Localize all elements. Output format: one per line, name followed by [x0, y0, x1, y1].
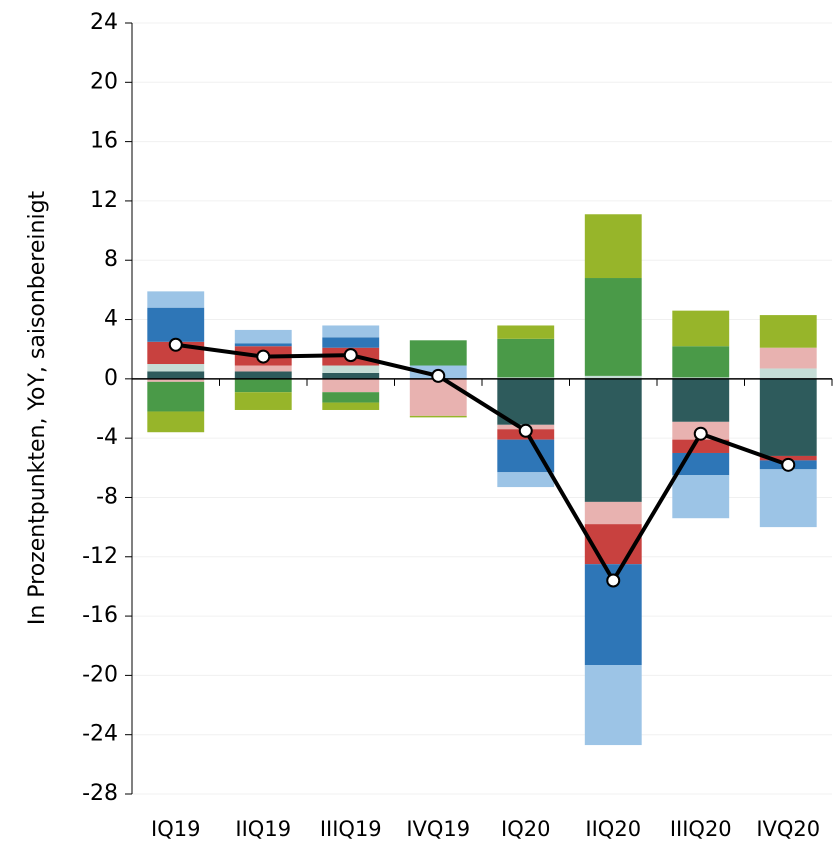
- bar-segment: [584, 378, 642, 502]
- x-tick-label: IQ20: [501, 817, 550, 841]
- bar-segment: [672, 439, 730, 453]
- bar-segment: [409, 415, 467, 418]
- line-point: [781, 457, 796, 472]
- line-point: [256, 349, 271, 364]
- bar-segment: [584, 278, 642, 376]
- bar-segment: [234, 329, 292, 344]
- bar-segment: [234, 392, 292, 410]
- bar-segment: [759, 469, 817, 528]
- x-tick-label: IVQ20: [756, 817, 820, 841]
- bar-segment: [497, 325, 555, 339]
- bar-segment: [759, 315, 817, 348]
- x-tick-label: IIIQ19: [320, 817, 382, 841]
- y-tick-label: 12: [90, 188, 118, 213]
- bar-segment: [672, 346, 730, 378]
- y-tick-label: -8: [96, 484, 118, 509]
- bar-segment: [672, 310, 730, 347]
- line-point: [518, 423, 533, 438]
- y-tick-label: -12: [82, 544, 118, 569]
- y-tick-label: -24: [82, 722, 118, 747]
- bar-segment: [759, 378, 817, 456]
- y-tick-label: -20: [82, 662, 118, 687]
- line: [175, 342, 789, 585]
- bar-segment: [759, 368, 817, 379]
- bar-segment: [322, 337, 380, 348]
- bar-segment: [584, 214, 642, 279]
- bar-segment: [234, 378, 292, 393]
- y-tick-label: -4: [96, 425, 118, 450]
- bar-segment: [759, 347, 817, 369]
- bar-segment: [147, 411, 205, 433]
- line-point: [168, 337, 183, 352]
- x-tick-label: IVQ19: [406, 817, 470, 841]
- bar-segment: [322, 372, 380, 379]
- bar-segment: [234, 343, 292, 347]
- bar-segment: [672, 378, 730, 422]
- bar-segment: [409, 340, 467, 366]
- y-tick-label: 24: [90, 10, 118, 35]
- bar-segment: [322, 378, 380, 393]
- bar-segment: [497, 338, 555, 378]
- line-point: [693, 426, 708, 441]
- bar-segment: [147, 371, 205, 379]
- bar-segment: [584, 375, 642, 379]
- bar-segment: [409, 378, 467, 416]
- bar-segment: [322, 365, 380, 373]
- bar-segment: [584, 501, 642, 525]
- bar-segment: [322, 392, 380, 403]
- y-tick-label: 16: [90, 129, 118, 154]
- line-point: [431, 368, 446, 383]
- y-tick-label: 4: [104, 307, 118, 332]
- y-tick-label: -16: [82, 603, 118, 628]
- bar-segment: [584, 665, 642, 746]
- x-tick-label: IIQ20: [585, 817, 641, 841]
- bar-segment: [147, 307, 205, 342]
- y-tick-label: 8: [104, 247, 118, 272]
- bar-segment: [147, 364, 205, 372]
- y-tick-label: -28: [82, 781, 118, 806]
- x-tick-label: IQ19: [151, 817, 200, 841]
- bar-segment: [234, 371, 292, 379]
- x-tick-label: IIIQ20: [670, 817, 732, 841]
- bar-segment: [147, 291, 205, 308]
- bar-segment: [234, 365, 292, 372]
- bar-segment: [322, 325, 380, 338]
- bar-segment: [147, 378, 205, 382]
- x-tick-label: IIQ19: [235, 817, 291, 841]
- y-tick-label: 0: [104, 366, 118, 391]
- y-tick-label: 20: [90, 69, 118, 94]
- bar-segment: [322, 402, 380, 410]
- bar-segment: [497, 472, 555, 488]
- bar-segment: [147, 381, 205, 412]
- y-axis-label: In Prozentpunkten, YoY, saisonbereinigt: [25, 190, 50, 625]
- bar-segment: [672, 475, 730, 519]
- line-point: [343, 348, 358, 363]
- line-point: [606, 573, 621, 588]
